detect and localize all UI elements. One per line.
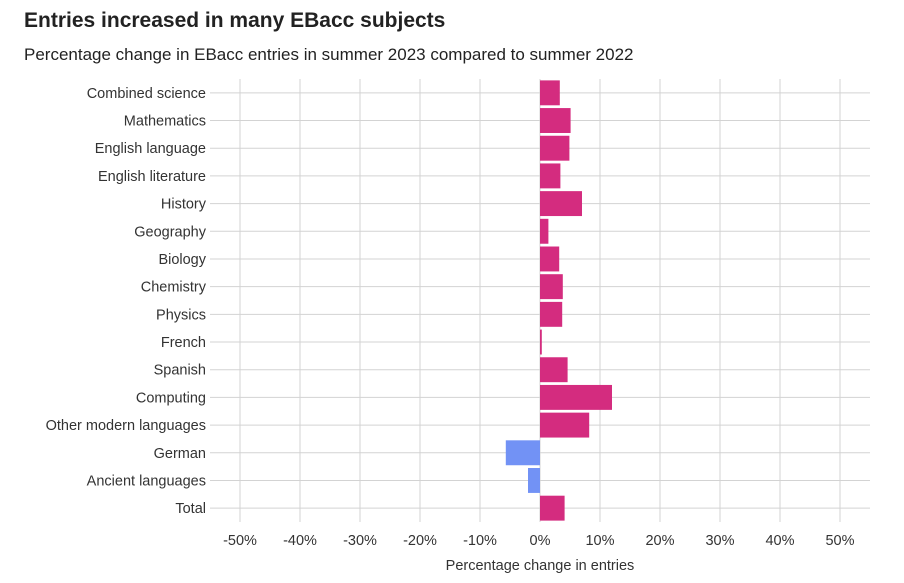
bar [540, 329, 542, 355]
bar [505, 440, 540, 466]
chart-title: Entries increased in many EBacc subjects [24, 9, 446, 32]
x-tick-label: -30% [343, 533, 377, 549]
bar [540, 246, 560, 272]
x-tick-label: 40% [765, 533, 794, 549]
category-label: History [161, 197, 207, 213]
category-label: French [161, 335, 206, 351]
x-tick-labels: -50% -40% -30% -20% -10% 0% 10% 20% 30% 40% 50% [223, 533, 855, 549]
category-label: German [154, 446, 206, 462]
bar [540, 384, 612, 410]
x-tick-label: 10% [585, 533, 614, 549]
bars [505, 80, 612, 521]
category-label: Biology [158, 252, 206, 268]
x-axis-title: Percentage change in entries [446, 558, 635, 574]
x-tick-label: -10% [463, 533, 497, 549]
category-label: Physics [156, 307, 206, 323]
bar [540, 274, 563, 300]
bar [540, 218, 549, 244]
bar [540, 412, 590, 438]
bar [540, 301, 563, 327]
x-tick-label: -40% [283, 533, 317, 549]
category-label: Ancient languages [87, 473, 206, 489]
bar [540, 108, 571, 133]
category-label: Combined science [87, 86, 206, 102]
bar [540, 80, 560, 106]
x-tick-label: 0% [530, 533, 551, 549]
category-label: Computing [136, 390, 206, 406]
category-label: Geography [134, 224, 206, 240]
category-label: Total [175, 501, 206, 517]
category-label: English language [95, 141, 206, 157]
bar [540, 357, 568, 383]
bar [528, 468, 540, 493]
category-label: Other modern languages [46, 418, 206, 434]
category-label: Chemistry [141, 280, 207, 296]
bar [540, 163, 561, 189]
category-label: English literature [98, 169, 206, 185]
x-tick-label: 20% [645, 533, 674, 549]
bar [540, 191, 582, 217]
category-labels: Combined science Mathematics English langu… [46, 86, 207, 517]
category-label: Spanish [154, 363, 206, 379]
category-label: Mathematics [124, 114, 206, 130]
bar [540, 135, 570, 161]
x-tick-label: -20% [403, 533, 437, 549]
x-tick-label: 30% [705, 533, 734, 549]
x-tick-label: 50% [825, 533, 854, 549]
x-tick-label: -50% [223, 533, 257, 549]
chart-subtitle: Percentage change in EBacc entries in su… [24, 45, 634, 64]
bar [540, 495, 565, 521]
